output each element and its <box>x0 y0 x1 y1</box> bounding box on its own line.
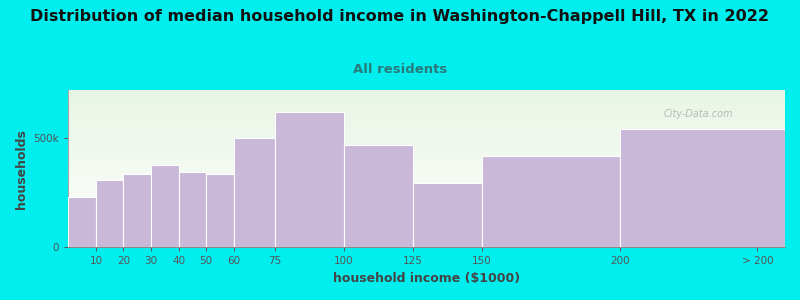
Bar <box>151 165 178 248</box>
Text: Distribution of median household income in Washington-Chappell Hill, TX in 2022: Distribution of median household income … <box>30 9 770 24</box>
Bar <box>344 145 413 248</box>
Bar <box>123 174 151 248</box>
Bar <box>96 180 123 248</box>
Bar <box>178 172 206 247</box>
Bar <box>206 174 234 248</box>
Bar <box>275 112 344 248</box>
Bar <box>413 183 482 248</box>
Bar <box>482 156 620 248</box>
Bar <box>620 129 785 248</box>
Bar <box>68 197 96 248</box>
Text: All residents: All residents <box>353 63 447 76</box>
Y-axis label: households: households <box>15 129 28 208</box>
Bar <box>234 138 275 248</box>
Text: City-Data.com: City-Data.com <box>663 109 733 119</box>
X-axis label: household income ($1000): household income ($1000) <box>333 272 520 285</box>
